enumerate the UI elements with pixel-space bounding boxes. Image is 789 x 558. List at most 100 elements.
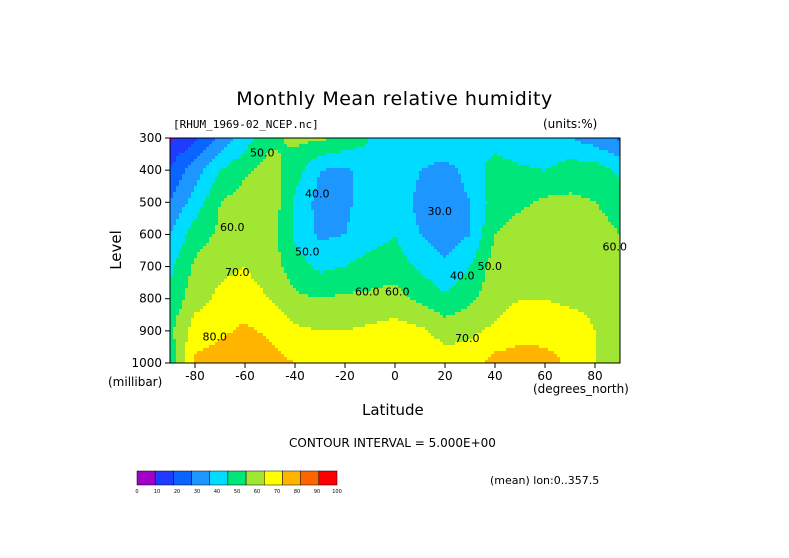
field-cell (173, 189, 177, 193)
field-cell (338, 213, 342, 217)
field-cell (575, 141, 579, 145)
field-cell (380, 207, 384, 211)
field-cell (224, 150, 228, 154)
field-cell (515, 231, 519, 235)
field-cell (542, 234, 546, 238)
field-cell (347, 195, 351, 199)
field-cell (563, 186, 567, 190)
field-cell (320, 222, 324, 226)
field-cell (425, 198, 429, 202)
field-cell (614, 138, 618, 142)
field-cell (473, 186, 477, 190)
field-cell (254, 168, 258, 172)
field-cell (407, 201, 411, 205)
field-cell (347, 231, 351, 235)
field-cell (524, 216, 528, 220)
field-cell (188, 186, 192, 190)
field-cell (248, 159, 252, 163)
field-cell (584, 219, 588, 223)
field-cell (605, 153, 609, 157)
field-cell (182, 207, 186, 211)
field-cell (548, 138, 552, 142)
field-cell (449, 213, 453, 217)
field-cell (266, 165, 270, 169)
field-cell (515, 144, 519, 148)
field-cell (425, 195, 429, 199)
field-cell (482, 231, 486, 235)
field-cell (233, 168, 237, 172)
field-cell (194, 237, 198, 241)
field-cell (476, 180, 480, 184)
field-cell (470, 165, 474, 169)
field-cell (308, 141, 312, 145)
field-cell (278, 150, 282, 154)
field-cell (524, 219, 528, 223)
field-cell (470, 174, 474, 178)
field-cell (377, 141, 381, 145)
field-cell (281, 186, 285, 190)
field-cell (605, 213, 609, 217)
field-cell (593, 153, 597, 157)
field-cell (479, 183, 483, 187)
field-cell (368, 213, 372, 217)
field-cell (554, 153, 558, 157)
field-cell (608, 171, 612, 175)
field-cell (518, 222, 522, 226)
field-cell (173, 147, 177, 151)
field-cell (446, 162, 450, 166)
field-cell (443, 141, 447, 145)
field-cell (560, 228, 564, 232)
field-cell (554, 156, 558, 160)
field-cell (464, 141, 468, 145)
field-cell (539, 177, 543, 181)
field-cell (182, 195, 186, 199)
field-cell (536, 204, 540, 208)
field-cell (611, 144, 615, 148)
field-cell (518, 219, 522, 223)
field-cell (245, 159, 249, 163)
field-cell (470, 141, 474, 145)
field-cell (386, 186, 390, 190)
field-cell (278, 216, 282, 220)
field-cell (560, 138, 564, 142)
field-cell (452, 168, 456, 172)
field-cell (440, 201, 444, 205)
field-cell (278, 219, 282, 223)
field-cell (572, 186, 576, 190)
field-cell (194, 222, 198, 226)
field-cell (569, 204, 573, 208)
field-cell (434, 186, 438, 190)
field-cell (407, 156, 411, 160)
field-cell (230, 165, 234, 169)
field-cell (368, 147, 372, 151)
field-cell (524, 162, 528, 166)
field-cell (209, 180, 213, 184)
field-cell (608, 207, 612, 211)
field-cell (332, 222, 336, 226)
field-cell (500, 228, 504, 232)
field-cell (515, 174, 519, 178)
field-cell (305, 183, 309, 187)
field-cell (530, 222, 534, 226)
field-cell (554, 171, 558, 175)
field-cell (599, 192, 603, 196)
field-cell (572, 174, 576, 178)
field-cell (383, 219, 387, 223)
field-cell (317, 165, 321, 169)
field-cell (554, 180, 558, 184)
field-cell (419, 207, 423, 211)
field-cell (440, 138, 444, 142)
field-cell (203, 228, 207, 232)
field-cell (347, 204, 351, 208)
field-cell (410, 180, 414, 184)
field-cell (608, 159, 612, 163)
field-cell (488, 198, 492, 202)
field-cell (410, 141, 414, 145)
field-cell (587, 150, 591, 154)
field-cell (371, 222, 375, 226)
field-cell (473, 138, 477, 142)
field-cell (383, 204, 387, 208)
field-cell (572, 207, 576, 211)
field-cell (587, 234, 591, 238)
field-cell (563, 210, 567, 214)
